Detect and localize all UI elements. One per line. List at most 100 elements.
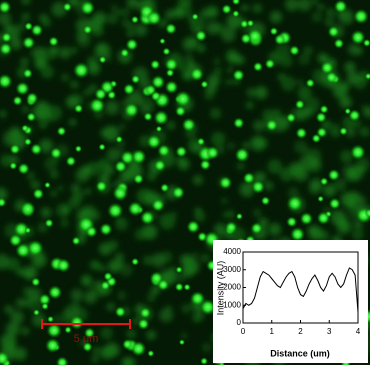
- spot: [82, 341, 93, 352]
- spot: [83, 327, 96, 339]
- haze-blob: [227, 141, 236, 150]
- spot: [305, 78, 315, 88]
- spot: [246, 19, 255, 28]
- spot: [38, 293, 51, 306]
- spot: [260, 196, 271, 206]
- haze-blob: [346, 168, 358, 180]
- spot: [48, 36, 59, 47]
- haze-blob: [81, 274, 92, 286]
- haze-blob: [213, 57, 221, 65]
- haze-blob: [361, 105, 368, 112]
- haze-blob: [126, 29, 135, 38]
- haze-blob: [209, 107, 222, 120]
- spot: [252, 61, 263, 72]
- haze-blob: [126, 329, 137, 339]
- haze-blob: [359, 126, 370, 137]
- haze-blob: [221, 27, 236, 42]
- spot: [190, 291, 206, 307]
- spot: [295, 127, 308, 139]
- haze-blob: [184, 54, 194, 64]
- haze-blob: [115, 217, 129, 231]
- spot: [131, 257, 140, 266]
- spot: [115, 135, 123, 144]
- haze-blob: [69, 46, 78, 55]
- haze-blob: [333, 178, 347, 192]
- spot: [350, 144, 366, 161]
- haze-blob: [50, 189, 58, 198]
- haze-blob: [134, 23, 148, 37]
- haze-blob: [225, 79, 232, 86]
- spot: [9, 143, 21, 155]
- haze-blob: [115, 252, 124, 262]
- haze-blob: [297, 79, 304, 86]
- spot: [286, 112, 297, 123]
- spot: [47, 285, 63, 300]
- spot: [114, 306, 126, 318]
- spot: [153, 159, 166, 172]
- y-tick-label: 1000: [223, 300, 241, 309]
- haze-blob: [99, 172, 110, 183]
- spot: [162, 47, 171, 56]
- haze-blob: [246, 88, 256, 97]
- haze-blob: [4, 305, 14, 314]
- haze-blob: [159, 213, 176, 230]
- haze-blob: [287, 187, 299, 198]
- spot: [50, 147, 63, 160]
- spot: [74, 145, 82, 153]
- spot: [143, 112, 153, 122]
- spot: [153, 110, 169, 126]
- haze-blob: [180, 332, 188, 340]
- spot: [120, 48, 130, 58]
- haze-blob: [49, 45, 59, 55]
- haze-blob: [253, 119, 265, 132]
- spot: [350, 29, 366, 45]
- spot: [333, 0, 348, 14]
- spot: [290, 226, 306, 242]
- haze-blob: [353, 76, 367, 90]
- haze-blob: [41, 17, 52, 28]
- spot: [319, 104, 329, 114]
- haze-blob: [93, 11, 107, 25]
- haze-blob: [196, 44, 206, 53]
- spot: [98, 143, 106, 151]
- spot: [112, 185, 129, 202]
- haze-blob: [39, 138, 53, 153]
- haze-blob: [303, 45, 313, 56]
- spot: [315, 111, 327, 123]
- haze-blob: [121, 357, 134, 365]
- haze-blob: [60, 73, 70, 82]
- spot: [120, 150, 135, 166]
- spot: [364, 208, 370, 219]
- haze-blob: [257, 137, 268, 149]
- spot: [160, 183, 170, 193]
- haze-blob: [100, 346, 114, 360]
- spot: [327, 168, 341, 182]
- spot: [32, 188, 45, 200]
- haze-blob: [92, 346, 101, 355]
- spot: [189, 67, 204, 82]
- spot: [69, 315, 85, 330]
- spot: [146, 134, 162, 150]
- spot: [150, 90, 162, 102]
- haze-blob: [151, 253, 166, 268]
- haze-blob: [340, 192, 356, 208]
- haze-blob: [42, 112, 54, 124]
- haze-blob: [100, 327, 113, 340]
- haze-blob: [194, 211, 206, 223]
- spot: [130, 340, 147, 357]
- spot: [151, 198, 165, 212]
- spot: [21, 124, 29, 133]
- spot: [85, 225, 98, 238]
- spot: [286, 216, 298, 228]
- spot: [316, 211, 331, 225]
- haze-blob: [126, 0, 139, 9]
- spot: [95, 180, 108, 193]
- spot: [0, 73, 13, 90]
- spot: [362, 38, 370, 47]
- haze-blob: [44, 157, 58, 171]
- inset-panel: [213, 240, 368, 363]
- spot: [164, 80, 179, 94]
- spot: [155, 125, 163, 133]
- haze-blob: [94, 42, 111, 59]
